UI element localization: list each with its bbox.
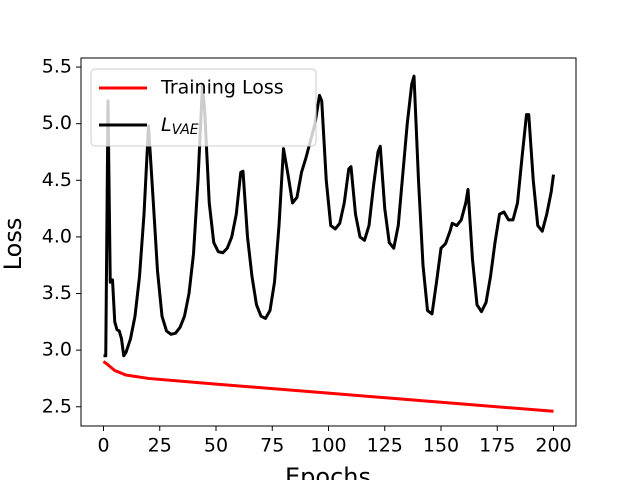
legend-label: LVAE <box>161 114 199 139</box>
x-tick-label: 50 <box>204 435 228 457</box>
y-axis-label: Loss <box>0 218 27 271</box>
x-tick-label: 0 <box>97 435 109 457</box>
legend-box <box>90 68 317 147</box>
y-tick-label: 2.5 <box>42 395 72 417</box>
x-tick-label: 175 <box>479 435 515 457</box>
y-tick-label: 5.0 <box>42 112 72 134</box>
x-tick-label: 100 <box>310 435 346 457</box>
plot-frame <box>80 57 577 427</box>
x-tick-label: 25 <box>148 435 172 457</box>
x-tick-label: 125 <box>367 435 403 457</box>
line-series <box>103 74 555 358</box>
line-series <box>102 360 554 413</box>
y-tick-label: 4.5 <box>42 169 72 191</box>
y-tick-label: 4.0 <box>42 225 72 247</box>
x-axis-label: Epochs <box>285 463 371 480</box>
y-tick-label: 3.0 <box>42 339 72 361</box>
legend-label: Training Loss <box>160 77 284 99</box>
y-tick-label: 3.5 <box>42 282 72 304</box>
y-tick-label: 5.5 <box>42 56 72 78</box>
x-tick-label: 200 <box>535 435 571 457</box>
x-tick-label: 75 <box>260 435 284 457</box>
x-tick-label: 150 <box>423 435 459 457</box>
